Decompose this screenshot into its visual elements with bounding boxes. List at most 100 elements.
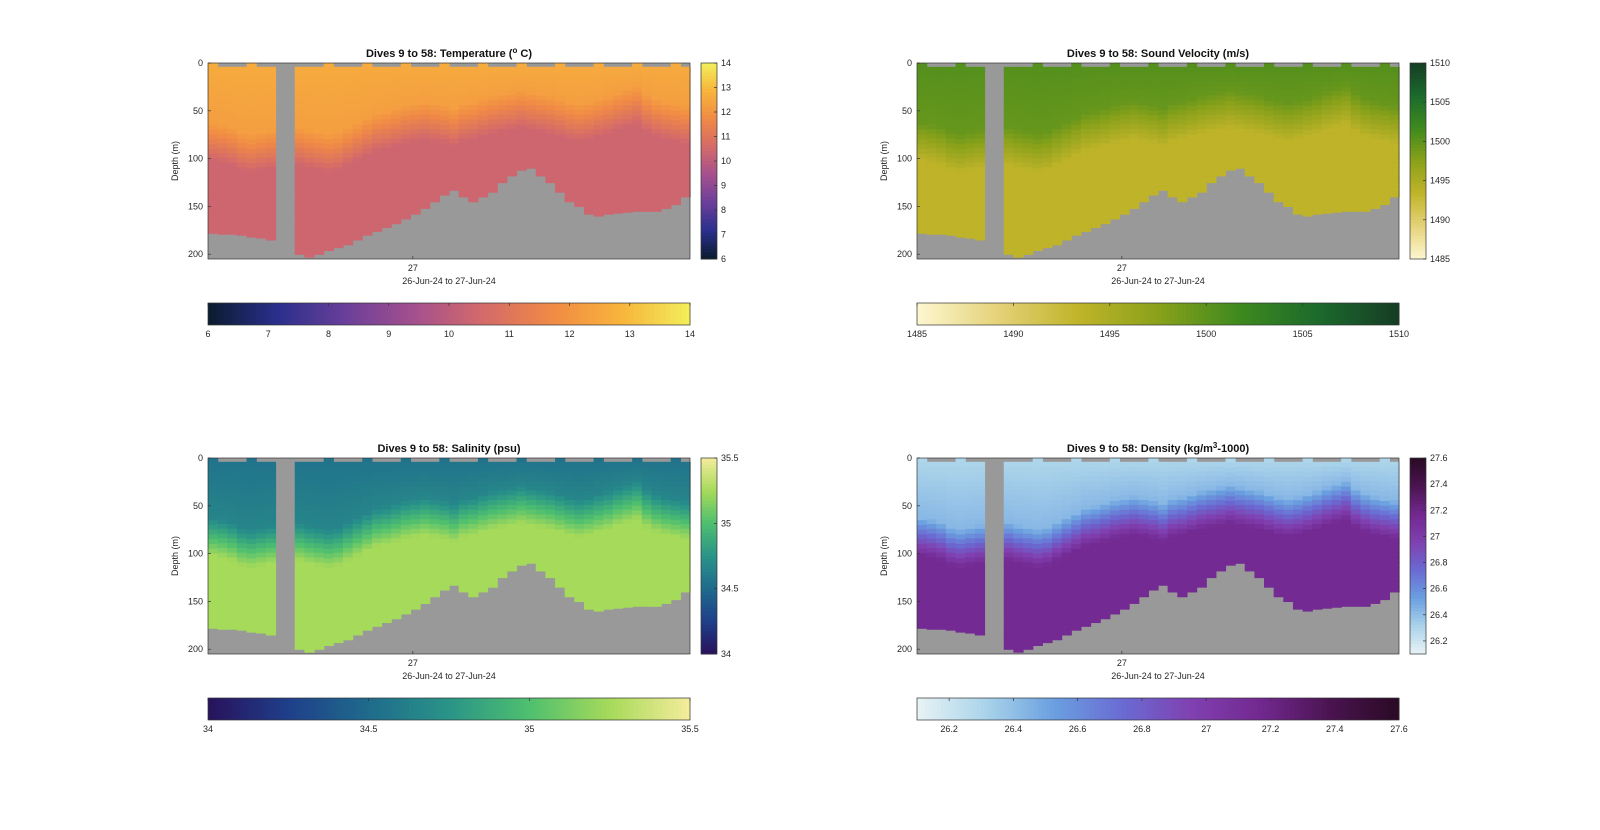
colorbar-segment [1294, 303, 1300, 325]
data-cell [1158, 128, 1169, 135]
data-cell [429, 571, 440, 578]
colorbar-segment [645, 303, 651, 325]
data-cell [410, 109, 421, 116]
data-cell [362, 458, 373, 464]
data-cell [323, 134, 334, 141]
data-cell [429, 119, 440, 125]
data-cell [1370, 119, 1381, 125]
data-cell [468, 567, 479, 573]
colorbar-segment [701, 151, 717, 155]
data-cell [926, 181, 937, 187]
data-cell [1177, 66, 1188, 73]
data-cell [1032, 149, 1043, 155]
data-cell [1042, 128, 1053, 135]
data-cell [1023, 229, 1034, 235]
data-cell [314, 81, 325, 87]
data-cell [362, 481, 373, 488]
colorbar-segment [1314, 303, 1320, 325]
data-cell [612, 105, 624, 111]
data-cell [1331, 181, 1342, 187]
data-cell [632, 192, 643, 198]
colorbar-segment [1410, 216, 1426, 221]
data-cell [342, 509, 354, 516]
data-cell [1302, 129, 1313, 136]
data-cell [420, 471, 431, 477]
data-cell [487, 133, 498, 140]
data-cell [400, 539, 412, 545]
data-cell [526, 514, 537, 520]
data-cell [439, 172, 450, 179]
data-cell [477, 486, 489, 493]
data-cell [468, 528, 479, 535]
data-cell [342, 595, 354, 602]
data-cell [487, 528, 498, 535]
colorbar-tick-label: 1500 [1430, 136, 1450, 146]
colorbar-segment [1013, 303, 1018, 325]
data-cell [936, 148, 947, 154]
data-cell [974, 133, 986, 140]
data-cell [371, 600, 383, 606]
data-cell [1071, 177, 1082, 184]
data-cell [1148, 82, 1159, 88]
data-cell [420, 191, 431, 197]
data-cell [227, 571, 238, 578]
data-cell [1109, 201, 1121, 208]
data-cell [1177, 85, 1188, 92]
data-cell [974, 200, 986, 207]
colorbar-segment [921, 303, 926, 325]
data-cell [246, 96, 257, 102]
data-cell [651, 133, 662, 140]
data-cell [497, 128, 508, 135]
data-cell [593, 172, 604, 179]
data-cell [323, 625, 334, 631]
data-cell [1379, 153, 1390, 160]
data-cell [400, 187, 412, 193]
data-cell [217, 172, 228, 178]
data-cell [497, 95, 508, 101]
data-cell [555, 582, 566, 588]
data-cell [381, 614, 392, 621]
data-cell [246, 529, 257, 536]
data-cell [1186, 187, 1198, 193]
data-cell [612, 128, 624, 135]
data-cell [1264, 106, 1275, 112]
data-cell [1013, 243, 1024, 250]
data-cell [381, 528, 392, 535]
data-cell [304, 523, 315, 530]
y-axis-label: Depth (m) [170, 141, 180, 181]
data-cell [632, 462, 643, 469]
data-cell [487, 119, 498, 125]
data-cell [217, 162, 228, 168]
data-cell [236, 619, 248, 625]
data-cell [593, 187, 604, 193]
colorbar-segment [1410, 236, 1426, 240]
profile-column [208, 458, 219, 629]
data-cell [936, 105, 947, 111]
data-cell [651, 210, 662, 212]
data-cell [632, 563, 643, 569]
data-cell [680, 128, 691, 135]
data-cell [622, 495, 633, 501]
colorbar-tick-label: 1510 [1389, 329, 1409, 339]
data-cell [1273, 114, 1284, 121]
colorbar-segment [1182, 303, 1187, 325]
data-cell [304, 586, 315, 592]
colorbar-segment [1009, 303, 1014, 325]
data-cell [400, 134, 412, 141]
data-cell [1032, 101, 1043, 107]
data-cell [217, 157, 228, 164]
data-cell [974, 157, 986, 164]
data-cell [680, 105, 691, 111]
data-cell [477, 134, 489, 141]
data-cell [449, 490, 460, 496]
colorbar-segment [1158, 303, 1163, 325]
data-cell [1254, 143, 1265, 149]
colorbar-segment [1186, 303, 1191, 325]
data-cell [352, 195, 363, 202]
data-cell [603, 152, 614, 159]
colorbar-segment [1133, 303, 1139, 325]
data-cell [458, 571, 469, 578]
data-cell [362, 587, 373, 593]
data-cell [362, 539, 373, 545]
data-cell [526, 105, 537, 111]
